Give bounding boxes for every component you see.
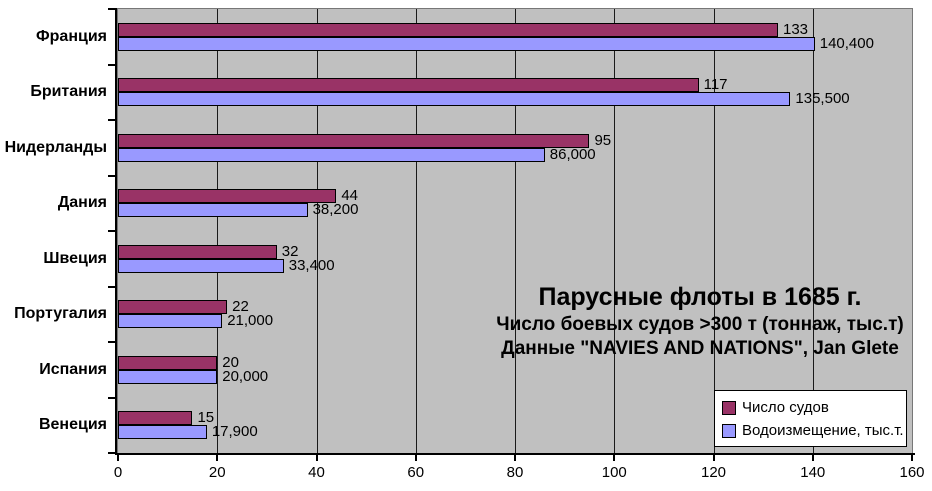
legend-label-ships: Число судов xyxy=(742,399,829,416)
ships-bar xyxy=(118,411,193,426)
ships-bar xyxy=(118,244,277,259)
x-axis-line xyxy=(115,453,915,455)
displacement-bar xyxy=(118,369,218,384)
category-label: Испания xyxy=(39,360,107,378)
displacement-value-label: 86,000 xyxy=(549,145,596,163)
x-axis-tick-label: 160 xyxy=(899,464,925,481)
displacement-value-label: 20,000 xyxy=(222,367,269,385)
legend: Число судов Водоизмещение, тыс.т. xyxy=(714,390,907,447)
x-axis-tick xyxy=(811,455,814,461)
category-label: Франция xyxy=(36,27,107,45)
category-label: Дания xyxy=(57,194,107,212)
ships-bar xyxy=(118,78,699,93)
legend-label-displacement: Водоизмещение, тыс.т. xyxy=(742,422,904,439)
y-axis-tick xyxy=(108,119,117,121)
gridline xyxy=(614,9,616,453)
ships-value-label: 22 xyxy=(232,298,249,316)
displacement-value-label: 33,400 xyxy=(288,256,335,274)
plot-area: 133 140,400 117 135,500 95 86,000 44 38,200 32 33… xyxy=(117,8,913,454)
displacement-bar xyxy=(118,147,545,162)
displacement-bar xyxy=(118,36,815,51)
y-axis-tick xyxy=(108,396,117,399)
ships-value-label: 117 xyxy=(703,76,728,94)
displacement-value-label: 17,900 xyxy=(211,423,258,441)
x-axis-tick-label: 20 xyxy=(208,464,226,481)
displacement-bar xyxy=(118,314,223,329)
ships-value-label: 32 xyxy=(281,242,299,260)
ships-bar xyxy=(118,22,778,37)
x-axis-tick-label: 0 xyxy=(113,464,123,481)
gridline xyxy=(515,9,516,453)
x-axis-tick xyxy=(514,455,516,461)
displacement-value-label: 140,400 xyxy=(819,34,874,52)
ships-value-label: 133 xyxy=(783,20,809,38)
displacement-bar xyxy=(118,425,207,440)
ships-color-swatch xyxy=(722,400,736,415)
gridline xyxy=(316,9,318,453)
x-axis-tick xyxy=(414,455,417,461)
category-label: Британия xyxy=(30,83,107,101)
displacement-value-label: 21,000 xyxy=(227,312,274,330)
x-axis-tick-label: 120 xyxy=(700,464,727,481)
x-axis-tick-label: 100 xyxy=(601,464,627,481)
category-label: Нидерланды xyxy=(4,138,107,156)
x-axis-tick xyxy=(613,455,616,461)
ships-bar xyxy=(118,133,590,148)
x-axis-tick-label: 60 xyxy=(407,464,425,481)
y-axis-tick xyxy=(108,8,117,10)
ships-value-label: 20 xyxy=(222,353,239,371)
x-axis-tick xyxy=(315,455,318,461)
x-axis-tick-label: 80 xyxy=(506,464,524,481)
displacement-value-label: 135,500 xyxy=(795,90,850,108)
category-label: Швеция xyxy=(43,249,107,267)
y-axis-tick xyxy=(108,174,117,177)
gridline xyxy=(713,9,715,453)
category-label: Венеция xyxy=(38,416,107,434)
ships-bar xyxy=(118,189,337,204)
y-axis-tick xyxy=(108,230,117,232)
displacement-bar xyxy=(118,92,791,107)
y-axis-tick xyxy=(108,341,117,343)
x-axis-tick xyxy=(117,455,119,461)
gridline xyxy=(415,9,417,453)
x-axis-tick-label: 40 xyxy=(308,464,325,481)
ships-value-label: 44 xyxy=(341,187,359,205)
displacement-bar xyxy=(118,258,284,273)
x-axis-tick xyxy=(216,455,219,461)
y-axis-tick xyxy=(108,285,117,288)
x-axis-tick-label: 140 xyxy=(800,464,826,481)
chart-title-block: Парусные флоты в 1685 г. Число боевых су… xyxy=(483,282,917,361)
x-axis-tick xyxy=(712,455,715,461)
legend-item-ships: Число судов xyxy=(722,396,906,419)
ships-bar xyxy=(118,300,228,315)
displacement-value-label: 38,200 xyxy=(312,201,359,219)
x-axis-tick xyxy=(911,455,913,461)
category-label: Португалия xyxy=(14,305,107,323)
ships-bar xyxy=(118,355,218,370)
chart-title: Парусные флоты в 1685 г. xyxy=(538,283,862,311)
chart-subtitle-2: Данные "NAVIES AND NATIONS", Jan Glete xyxy=(501,338,899,359)
gridline xyxy=(217,9,219,453)
displacement-color-swatch xyxy=(722,423,736,438)
gridline xyxy=(812,9,814,453)
legend-item-displacement: Водоизмещение, тыс.т. xyxy=(722,419,906,442)
y-axis-tick xyxy=(108,452,117,454)
displacement-bar xyxy=(118,203,308,218)
ships-value-label: 15 xyxy=(197,409,215,427)
ships-value-label: 95 xyxy=(594,131,612,149)
chart-subtitle-1: Число боевых судов >300 т (тоннаж, тыс.т… xyxy=(496,314,904,335)
y-axis-tick xyxy=(108,63,117,66)
